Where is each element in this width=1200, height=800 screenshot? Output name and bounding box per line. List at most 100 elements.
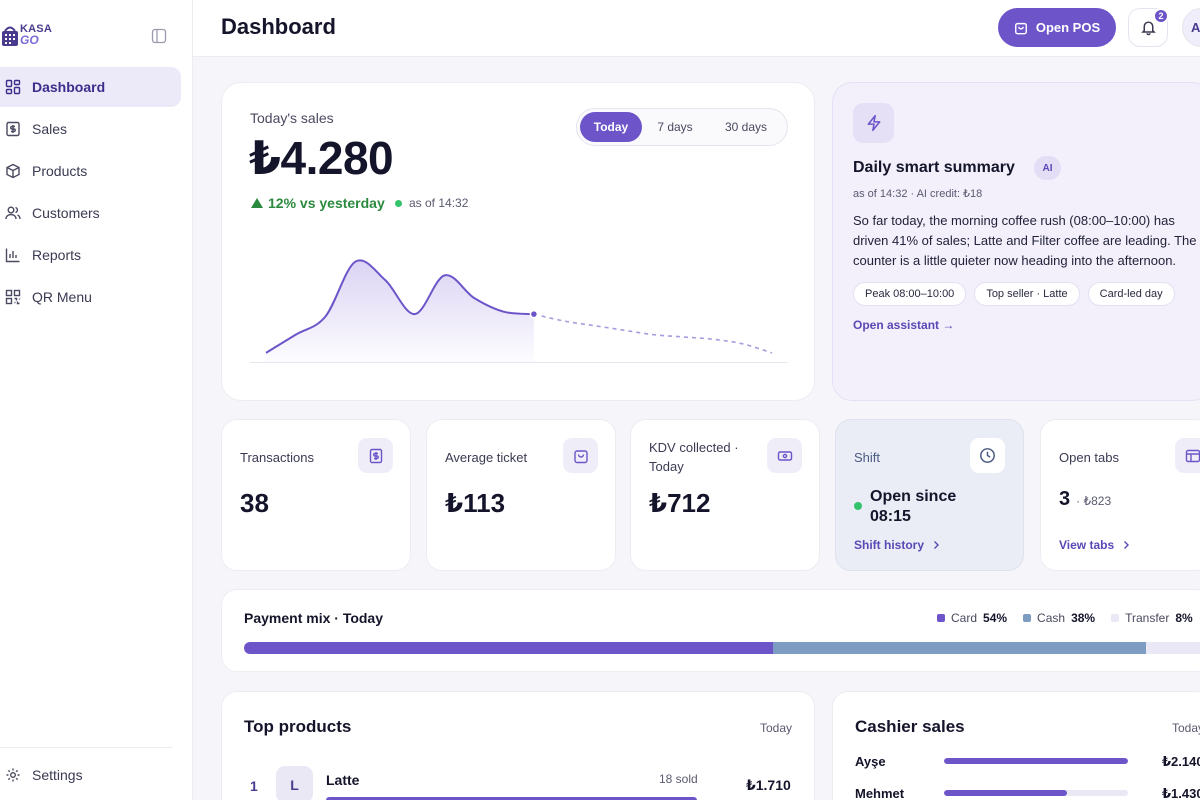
shift-history-link[interactable]: Shift history xyxy=(854,538,942,552)
product-name: Latte xyxy=(326,772,360,788)
sales-as-of: as of 14:32 xyxy=(395,196,468,210)
kdv-value: ₺712 xyxy=(649,488,711,518)
view-tabs-link[interactable]: View tabs xyxy=(1059,538,1132,552)
open-pos-button[interactable]: Open POS xyxy=(998,8,1116,47)
avatar[interactable]: A xyxy=(1182,8,1200,47)
cashier-name: Mehmet xyxy=(855,786,905,800)
trend-up-icon xyxy=(251,198,263,208)
current-point-marker[interactable] xyxy=(529,309,539,319)
sidebar-item-label: Products xyxy=(32,163,88,179)
tab-30-days[interactable]: 30 days xyxy=(724,120,768,134)
chevron-right-icon xyxy=(934,541,940,549)
average-ticket-value: ₺113 xyxy=(445,488,506,518)
cashier-row[interactable]: Mehmet ₺1.430 xyxy=(855,784,1200,800)
sidebar-item-products[interactable]: Products xyxy=(0,151,181,191)
qr-code-icon xyxy=(4,288,22,306)
sidebar-divider xyxy=(0,747,173,748)
mix-segment-card xyxy=(244,642,774,654)
legend-name: Transfer xyxy=(1125,611,1170,625)
brand-line-2: GO xyxy=(20,33,39,47)
sidebar-item-sales[interactable]: Sales xyxy=(0,109,181,149)
box-icon xyxy=(4,162,22,180)
transactions-value: 38 xyxy=(240,488,269,518)
cashier-share-bar xyxy=(944,790,1128,796)
sales-area-fill xyxy=(266,260,534,362)
shift-card: Shift Open since 08:15 Shift history xyxy=(835,419,1024,571)
chip-card-led[interactable]: Card-led day xyxy=(1087,282,1175,306)
top-products-card: Top products Today 1 L Latte 18 sold ₺1.… xyxy=(221,691,815,800)
kdv-label: KDV collected · Today xyxy=(649,440,739,474)
cashier-share-fill xyxy=(944,790,1068,796)
mix-segment-transfer xyxy=(1145,642,1200,654)
legend-name: Card xyxy=(951,611,978,625)
dollar-receipt-icon xyxy=(4,120,22,138)
payment-mix-legend: Card 54% Cash 38% Transfer 8% xyxy=(937,611,1200,625)
sidebar-item-dashboard[interactable]: Dashboard xyxy=(0,67,181,107)
sales-chart xyxy=(250,259,788,363)
legend-item-card: Card 54% xyxy=(937,611,1007,625)
legend-item-cash: Cash 38% xyxy=(1023,611,1095,625)
sidebar-item-label: Dashboard xyxy=(32,79,106,95)
legend-percent: 8% xyxy=(1175,611,1193,625)
shift-status: Open since 08:15 xyxy=(854,487,980,527)
transactions-label: Transactions xyxy=(240,450,314,465)
brand-line-1: KASA xyxy=(20,23,52,35)
sidebar-item-label: Sales xyxy=(32,121,68,137)
shift-history-label: Shift history xyxy=(854,538,925,552)
range-tabs: Today 7 days 30 days xyxy=(576,108,788,146)
top-products-range: Today xyxy=(759,721,792,735)
shift-status-text: Open since 08:15 xyxy=(870,488,957,525)
cashier-sales-range: Today xyxy=(1172,721,1200,735)
open-tabs-label: Open tabs xyxy=(1059,450,1119,465)
open-tabs-card: Open tabs 3 · ₺823 View tabs xyxy=(1040,419,1200,571)
sidebar-collapse-icon[interactable] xyxy=(151,28,167,44)
page-title: Dashboard xyxy=(221,14,336,39)
average-ticket-card: Average ticket ₺113 xyxy=(426,419,616,571)
sidebar-item-settings[interactable]: Settings xyxy=(0,755,181,795)
sales-label: Today's sales xyxy=(250,110,334,126)
chip-top-seller[interactable]: Top seller · Latte xyxy=(974,282,1080,306)
view-tabs-label: View tabs xyxy=(1059,538,1115,552)
sidebar-item-reports[interactable]: Reports xyxy=(0,235,181,275)
product-row[interactable]: 1 L Latte 18 sold ₺1.710 xyxy=(244,764,794,800)
payment-mix-bar xyxy=(244,642,1200,654)
receipt-icon xyxy=(358,438,393,473)
chip-peak[interactable]: Peak 08:00–10:00 xyxy=(853,282,967,306)
clock-icon xyxy=(970,438,1005,473)
tab-7-days[interactable]: 7 days xyxy=(657,120,693,134)
as-of-text: as of 14:32 xyxy=(409,196,469,210)
legend-swatch xyxy=(1111,614,1120,622)
basket-icon xyxy=(0,22,18,48)
live-dot-icon xyxy=(395,199,402,207)
gear-icon xyxy=(4,766,22,784)
todays-sales-card: Today's sales ₺4.280 12% vs yesterday as… xyxy=(221,82,815,401)
shift-label: Shift xyxy=(854,450,881,465)
cashier-sales-title: Cashier sales xyxy=(855,717,965,736)
sidebar-item-customers[interactable]: Customers xyxy=(0,193,181,233)
open-assistant-link[interactable]: Open assistant → xyxy=(853,318,955,332)
legend-name: Cash xyxy=(1037,611,1066,625)
bell-icon xyxy=(1140,21,1156,36)
daily-summary-card: Daily smart summary AI as of 14:32 · AI … xyxy=(832,82,1200,401)
cashier-row[interactable]: Ayşe ₺2.140 xyxy=(855,752,1200,772)
sidebar: KASA GO Dashboard Sales Products xyxy=(0,0,193,800)
payment-mix-title: Payment mix · Today xyxy=(244,610,384,626)
sidebar-item-qr-menu[interactable]: QR Menu xyxy=(0,277,181,317)
tab-today[interactable]: Today xyxy=(580,112,642,142)
shift-open-dot-icon xyxy=(854,502,862,510)
transactions-card: Transactions 38 xyxy=(221,419,411,571)
cashier-sales-card: Cashier sales Today Ayşe ₺2.140 Mehmet ₺… xyxy=(832,691,1200,800)
legend-percent: 54% xyxy=(983,611,1008,625)
top-products-title: Top products xyxy=(244,717,352,736)
average-ticket-label: Average ticket xyxy=(445,450,528,465)
cashier-share-fill xyxy=(944,758,1128,764)
banknote-icon xyxy=(767,438,802,473)
chevron-right-icon xyxy=(1124,541,1130,549)
brand-logo[interactable]: KASA GO xyxy=(0,22,52,48)
legend-percent: 38% xyxy=(1071,611,1096,625)
notifications-button[interactable]: 2 xyxy=(1128,8,1169,47)
sales-line-actual xyxy=(265,259,534,354)
users-icon xyxy=(4,204,22,222)
summary-title: Daily smart summary xyxy=(853,159,1015,176)
open-tabs-value: 3 · ₺823 xyxy=(1059,488,1111,511)
